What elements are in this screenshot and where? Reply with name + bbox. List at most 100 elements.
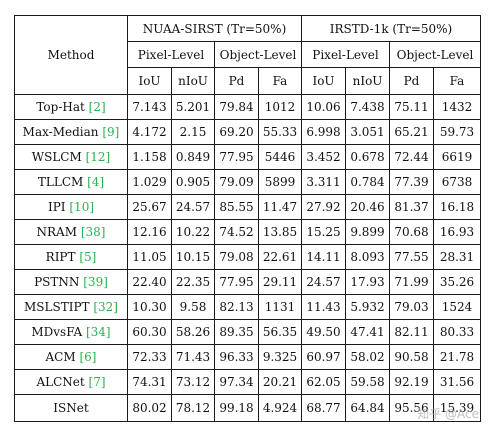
method-cell: ISNet: [14, 394, 128, 422]
table-row: Top-Hat [2] 7.143 5.201 79.84 1012 10.06 7.438…: [14, 94, 482, 120]
citation-link[interactable]: [7]: [88, 375, 106, 389]
value-cell: 49.50: [301, 319, 346, 345]
value-cell: 1524: [432, 294, 482, 320]
value-cell: 4.924: [258, 394, 302, 422]
method-header: Method: [14, 15, 128, 95]
citation-link[interactable]: [10]: [69, 200, 95, 214]
value-cell: 85.55: [214, 194, 259, 220]
metric-header-row: IoU nIoU Pd Fa IoU nIoU Pd Fa: [15, 67, 482, 95]
value-cell: 1131: [258, 294, 302, 320]
value-cell: 22.35: [171, 269, 215, 295]
value-cell: 65.21: [389, 119, 434, 145]
citation-link[interactable]: [5]: [79, 250, 97, 264]
value-cell: 15.39: [432, 394, 482, 422]
method-name: ACM: [45, 350, 76, 364]
value-cell: 82.13: [214, 294, 259, 320]
value-cell: 59.58: [345, 369, 390, 395]
table-row: Max-Median [9] 4.172 2.15 69.20 55.33 6.998 3.…: [14, 119, 482, 145]
citation-link[interactable]: [9]: [102, 125, 120, 139]
value-cell: 5899: [258, 169, 302, 195]
value-cell: 72.44: [389, 144, 434, 170]
value-cell: 0.678: [345, 144, 390, 170]
level-header: Object-Level: [388, 41, 482, 68]
method-cell: RIPT [5]: [14, 244, 128, 270]
value-cell: 96.33: [214, 344, 259, 370]
value-cell: 12.16: [127, 219, 172, 245]
value-cell: 10.22: [171, 219, 215, 245]
method-name: NRAM: [36, 225, 78, 239]
value-cell: 56.35: [258, 319, 302, 345]
method-cell: TLLCM [4]: [14, 169, 128, 195]
method-cell: PSTNN [39]: [14, 269, 128, 295]
value-cell: 35.26: [432, 269, 482, 295]
value-cell: 47.41: [345, 319, 390, 345]
value-cell: 68.77: [301, 394, 346, 422]
value-cell: 16.93: [432, 219, 482, 245]
value-cell: 69.20: [214, 119, 259, 145]
table-row: ISNet 80.02 78.12 99.18 4.924 68.77 64.84 95.56…: [14, 394, 482, 422]
metric-header: IoU: [127, 67, 172, 95]
value-cell: 10.30: [127, 294, 172, 320]
method-cell: MDvsFA [34]: [14, 319, 128, 345]
value-cell: 74.52: [214, 219, 259, 245]
citation-link[interactable]: [12]: [85, 150, 111, 164]
value-cell: 95.56: [389, 394, 434, 422]
value-cell: 97.34: [214, 369, 259, 395]
citation-link[interactable]: [4]: [87, 175, 105, 189]
level-header: Object-Level: [214, 41, 302, 68]
table-row: IPI [10] 25.67 24.57 85.55 11.47 27.92 20.46 81…: [14, 194, 482, 220]
citation-link[interactable]: [38]: [80, 225, 106, 239]
metric-header: Fa: [258, 67, 302, 95]
method-cell: Top-Hat [2]: [14, 94, 128, 120]
value-cell: 75.11: [389, 94, 434, 120]
method-name: Max-Median: [22, 125, 99, 139]
method-name: MDvsFA: [31, 325, 83, 339]
method-name: ALCNet: [36, 375, 85, 389]
value-cell: 79.03: [389, 294, 434, 320]
citation-link[interactable]: [2]: [88, 100, 106, 114]
value-cell: 7.143: [127, 94, 172, 120]
value-cell: 0.849: [171, 144, 215, 170]
method-name: TLLCM: [37, 175, 84, 189]
value-cell: 79.84: [214, 94, 259, 120]
metric-header: nIoU: [345, 67, 390, 95]
level-header-row: Pixel-Level Object-Level Pixel-Level Obj…: [15, 41, 482, 68]
value-cell: 80.33: [432, 319, 482, 345]
citation-link[interactable]: [39]: [83, 275, 108, 289]
method-cell: Max-Median [9]: [14, 119, 128, 145]
metric-header: Pd: [389, 67, 434, 95]
table-row: ALCNet [7] 74.31 73.12 97.34 20.21 62.05 59.58…: [14, 369, 482, 395]
value-cell: 3.311: [301, 169, 346, 195]
metric-header: IoU: [301, 67, 346, 95]
table-row: MDvsFA [34] 60.30 58.26 89.35 56.35 49.50 47.4…: [14, 319, 482, 345]
value-cell: 58.26: [171, 319, 215, 345]
method-name: ISNet: [53, 401, 89, 415]
method-cell: MSLSTIPT [32]: [14, 294, 128, 320]
value-cell: 1432: [432, 94, 482, 120]
citation-link[interactable]: [32]: [93, 300, 118, 314]
value-cell: 77.95: [214, 144, 259, 170]
citation-link[interactable]: [6]: [79, 350, 97, 364]
table-row: TLLCM [4] 1.029 0.905 79.09 5899 3.311 0.784 77…: [14, 169, 482, 195]
citation-link[interactable]: [34]: [85, 325, 111, 339]
value-cell: 79.08: [214, 244, 259, 270]
table-row: WSLCM [12] 1.158 0.849 77.95 5446 3.452 0.678 7…: [14, 144, 482, 170]
value-cell: 6619: [432, 144, 482, 170]
method-name: PSTNN: [34, 275, 80, 289]
value-cell: 64.84: [345, 394, 390, 422]
method-cell: IPI [10]: [14, 194, 128, 220]
value-cell: 1.029: [127, 169, 172, 195]
value-cell: 21.78: [432, 344, 482, 370]
value-cell: 17.93: [345, 269, 390, 295]
value-cell: 62.05: [301, 369, 346, 395]
dataset-header-row: Method NUAA-SIRST (Tr=50%) IRSTD-1k (Tr=…: [14, 15, 482, 95]
value-cell: 6738: [432, 169, 482, 195]
method-name: RIPT: [45, 250, 76, 264]
value-cell: 4.172: [127, 119, 172, 145]
value-cell: 11.43: [301, 294, 346, 320]
value-cell: 77.95: [214, 269, 259, 295]
value-cell: 8.093: [345, 244, 390, 270]
method-name: WSLCM: [31, 150, 82, 164]
metric-header: nIoU: [171, 67, 215, 95]
value-cell: 6.998: [301, 119, 346, 145]
